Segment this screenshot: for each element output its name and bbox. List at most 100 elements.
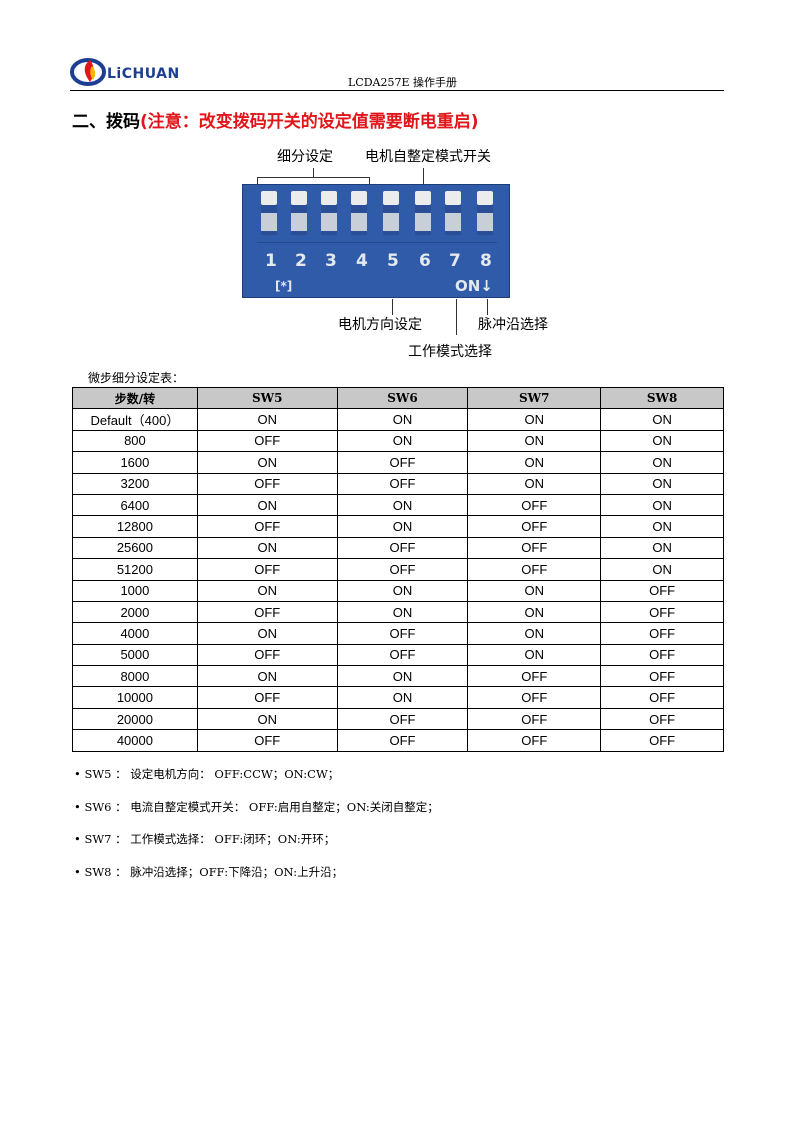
table-cell: ON: [336, 686, 469, 709]
table-cell: ON: [336, 408, 469, 431]
table-cell: ON: [196, 622, 338, 645]
table-row: 8000 ON ON OFF OFF: [72, 665, 724, 688]
section-note: (注意：改变拨码开关的设定值需要断电重启): [140, 112, 479, 132]
table-cell: ON: [196, 408, 338, 431]
table-cell: OFF: [467, 686, 602, 709]
table-cell: ON: [600, 558, 724, 581]
table-cell: ON: [600, 493, 724, 517]
label-auto-tune: 电机自整定模式开关: [365, 149, 491, 165]
table-cell: ON: [600, 451, 724, 474]
table-cell: 1000: [72, 579, 198, 602]
table-cell: OFF: [336, 536, 469, 560]
column-header: SW7: [467, 386, 602, 410]
table-cell: OFF: [336, 707, 469, 731]
table-caption: 微步细分设定表：: [88, 371, 185, 385]
table-cell: OFF: [336, 622, 469, 645]
table-cell: ON: [600, 429, 724, 453]
table-cell: 10000: [72, 686, 198, 709]
table-cell: OFF: [467, 515, 602, 538]
table-row: Default（400） ON ON ON ON: [72, 408, 724, 431]
table-cell: OFF: [196, 643, 338, 667]
table-cell: ON: [196, 665, 338, 688]
table-cell: OFF: [467, 729, 602, 752]
table-cell: OFF: [336, 451, 469, 474]
table-cell: ON: [467, 429, 602, 453]
logo-text: LiCHUAN: [107, 66, 180, 82]
table-cell: OFF: [336, 729, 469, 752]
table-cell: ON: [336, 493, 469, 517]
table-cell: OFF: [600, 665, 724, 688]
switch-note: • SW7 ： 工作模式选择： OFF:闭环；ON:开环；: [74, 832, 336, 846]
table-row: 6400 ON ON OFF ON: [72, 493, 724, 517]
switch-number: 5: [387, 251, 399, 271]
table-cell: OFF: [467, 665, 602, 688]
table-cell: ON: [336, 665, 469, 688]
table-cell: OFF: [600, 579, 724, 602]
table-cell: 40000: [72, 729, 198, 752]
table-cell: OFF: [600, 643, 724, 667]
table-cell: ON: [600, 408, 724, 431]
dip-switch-image: 1 2 3 4 5 6 7 8 [*] ON↓: [242, 184, 510, 298]
table-row: 5000 OFF OFF ON OFF: [72, 643, 724, 667]
table-row: 40000 OFF OFF OFF OFF: [72, 729, 724, 752]
switch-note: • SW5 ： 设定电机方向： OFF:CCW；ON:CW；: [74, 767, 340, 781]
table-cell: ON: [600, 515, 724, 538]
table-cell: 25600: [72, 536, 198, 560]
table-cell: OFF: [467, 558, 602, 581]
table-cell: OFF: [336, 558, 469, 581]
table-cell: OFF: [196, 472, 338, 495]
table-row: 800 OFF ON ON ON: [72, 429, 724, 453]
table-cell: ON: [196, 536, 338, 560]
microstep-table: 步数/转 SW5 SW6 SW7 SW8 Default（400） ON ON ON ON 800…: [72, 386, 724, 752]
switch-number: 4: [356, 251, 368, 271]
table-cell: 3200: [72, 472, 198, 495]
table-cell: OFF: [600, 707, 724, 731]
label-direction: 电机方向设定: [338, 317, 422, 333]
table-cell: 8000: [72, 665, 198, 688]
table-row: 10000 OFF ON OFF OFF: [72, 686, 724, 709]
table-cell: OFF: [600, 600, 724, 624]
table-cell: ON: [336, 429, 469, 453]
table-cell: OFF: [600, 622, 724, 645]
column-header: 步数/转: [72, 386, 198, 410]
table-cell: 1600: [72, 451, 198, 474]
table-row: 20000 ON OFF OFF OFF: [72, 707, 724, 731]
table-cell: 2000: [72, 600, 198, 624]
table-cell: OFF: [196, 429, 338, 453]
switch-note: • SW8 ： 脉冲沿选择；OFF:下降沿；ON:上升沿；: [74, 864, 344, 879]
table-cell: ON: [196, 707, 338, 731]
table-cell: OFF: [196, 558, 338, 581]
switch-number: 7: [449, 251, 461, 271]
table-cell: ON: [467, 451, 602, 474]
table-cell: ON: [467, 622, 602, 645]
table-cell: OFF: [196, 729, 338, 752]
on-mark: ON↓: [455, 277, 493, 295]
table-cell: OFF: [196, 515, 338, 538]
switch-number: 6: [419, 251, 431, 271]
label-subdivision: 细分设定: [277, 149, 333, 165]
column-header: SW6: [336, 386, 469, 410]
table-cell: ON: [336, 515, 469, 538]
switch-number: 3: [325, 251, 337, 271]
table-cell: OFF: [467, 493, 602, 517]
label-pulse-edge: 脉冲沿选择: [478, 317, 548, 333]
switch-number: 2: [295, 251, 307, 271]
section-title: 二、拨码: [72, 112, 140, 132]
table-cell: ON: [467, 472, 602, 495]
column-header: SW5: [196, 386, 338, 410]
table-cell: 6400: [72, 493, 198, 517]
table-cell: OFF: [467, 536, 602, 560]
table-cell: 20000: [72, 707, 198, 731]
table-cell: OFF: [196, 600, 338, 624]
table-cell: OFF: [336, 472, 469, 495]
table-row: 2000 OFF ON ON OFF: [72, 600, 724, 624]
table-cell: ON: [600, 472, 724, 495]
table-cell: 5000: [72, 643, 198, 667]
table-cell: ON: [196, 579, 338, 602]
table-cell: 800: [72, 429, 198, 453]
star-mark: [*]: [275, 279, 293, 293]
table-cell: ON: [467, 408, 602, 431]
lichuan-logo-icon: [70, 58, 106, 86]
switch-note: • SW6 ： 电流自整定模式开关： OFF:启用自整定；ON:关闭自整定；: [74, 799, 439, 814]
table-cell: 4000: [72, 622, 198, 645]
